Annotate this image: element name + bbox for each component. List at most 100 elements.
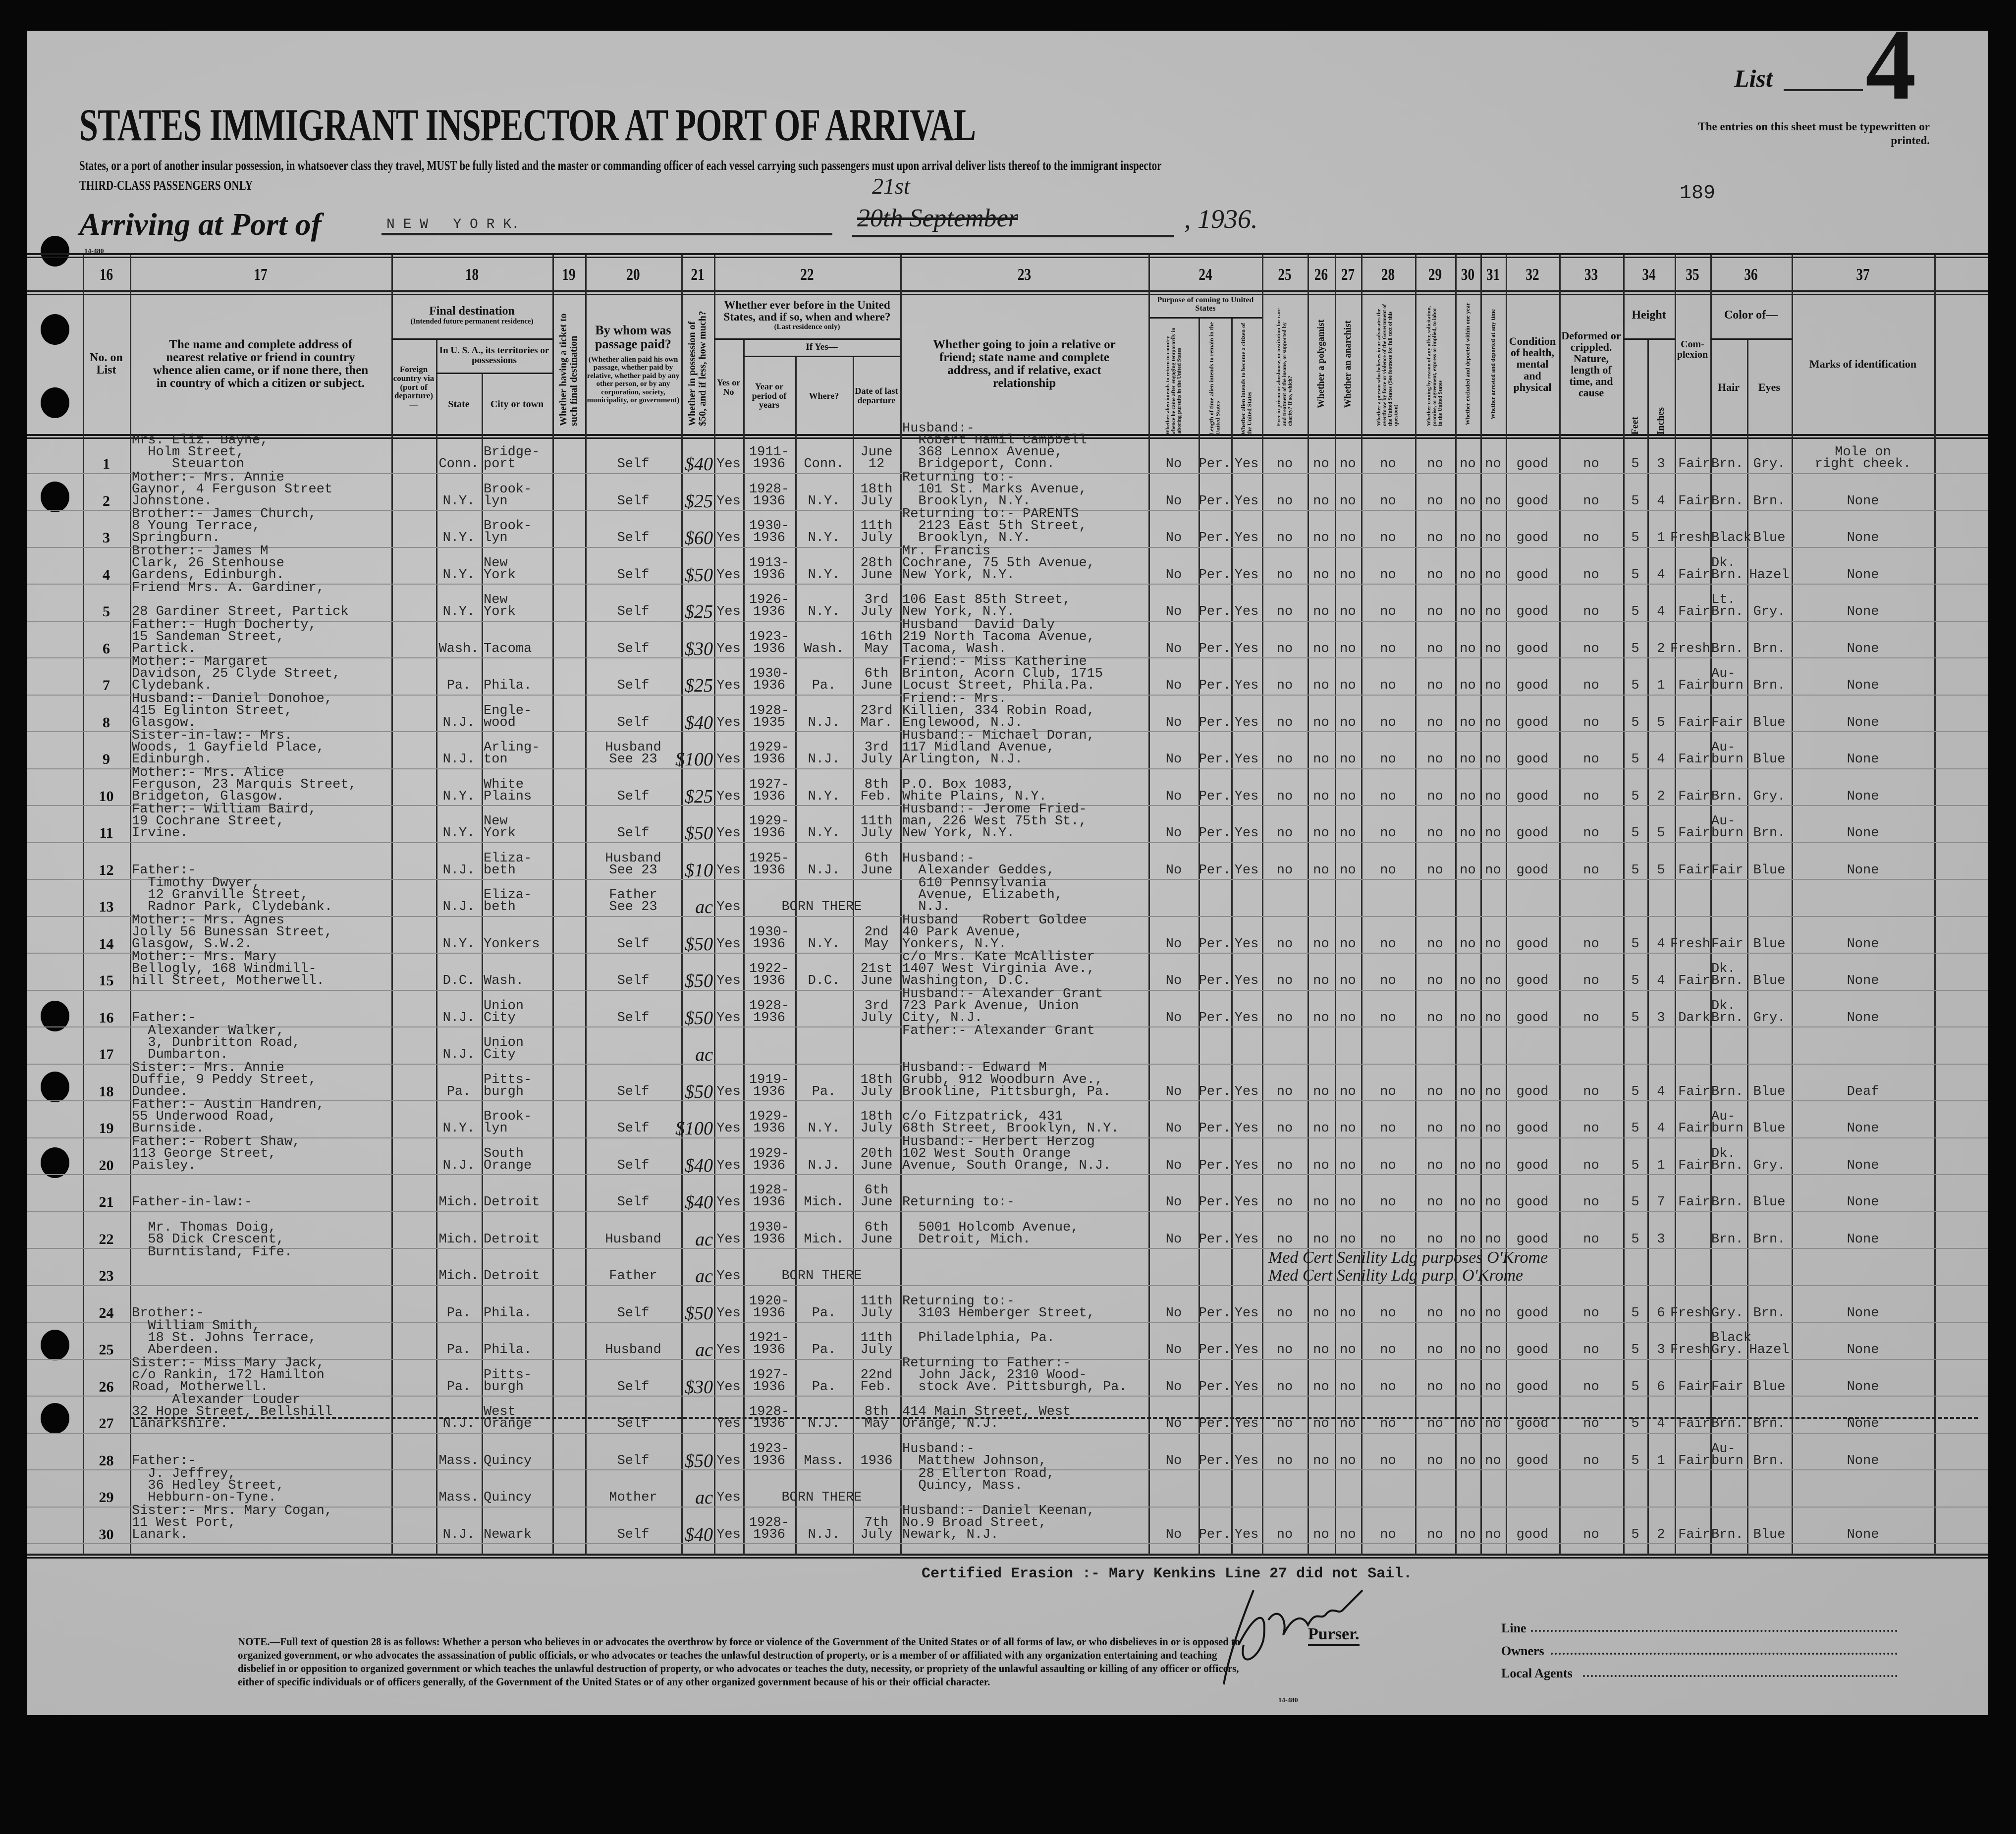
destination-state: N.Y. <box>442 1121 475 1136</box>
identification-marks-line: None <box>1847 1527 1879 1542</box>
column-divider <box>1335 255 1336 1556</box>
question-answer: no <box>1485 1084 1501 1099</box>
strikethrough-line <box>130 1417 1978 1419</box>
passage-paid-by-line: Mother <box>609 1490 657 1505</box>
money-amount: $100 <box>675 749 713 770</box>
years-in-us-line: 1930- <box>749 666 789 681</box>
header-purpose-c: Whether alien intends to become a citize… <box>1240 323 1253 435</box>
joining-relative-line: Robert Hamil Campbell <box>902 433 1087 448</box>
question-answer: no <box>1313 1084 1329 1099</box>
question-answer: no <box>1340 1011 1356 1025</box>
previous-residence: Conn. <box>804 457 844 472</box>
purser-label: Purser. <box>1308 1625 1360 1646</box>
column-number: 17 <box>254 266 268 284</box>
destination-city-line: City <box>484 1047 516 1062</box>
passage-paid-by: Husband See 23 <box>585 852 681 879</box>
table-row: 29 J. Jeffrey, 36 Hedley Street, Hebburn… <box>0 1467 2016 1508</box>
column-number: 34 <box>1642 266 1656 284</box>
question-answer: no <box>1276 568 1293 583</box>
joining-relative-line: Yonkers, N.Y. <box>902 937 1007 952</box>
last-departure-date-line: 3rd <box>864 999 889 1014</box>
identification-marks: None <box>1792 716 1934 732</box>
been-in-us: Yes <box>716 1121 741 1136</box>
last-departure-date-line: July <box>860 1306 893 1321</box>
column-divider <box>1559 255 1561 1556</box>
question-answer: no <box>1276 604 1293 619</box>
relative-address: J. Jeffrey, 36 Hedley Street, Hebburn-on… <box>130 1467 391 1507</box>
joining-relative-line: Husband David Daly <box>902 618 1055 633</box>
health-condition: good <box>1516 1416 1549 1431</box>
relative-address: Brother:- <box>130 1295 391 1322</box>
years-in-us-line: 1923- <box>749 1442 789 1456</box>
joining-relative-line: 368 Lennox Avenue, <box>902 445 1063 460</box>
identification-marks: None <box>1792 790 1934 806</box>
previous-residence: N.Y. <box>808 1121 840 1136</box>
column-divider <box>1647 338 1649 1556</box>
row-line <box>27 1026 1988 1027</box>
last-departure-date: 7th July <box>853 1516 900 1544</box>
hair-color-prefix: Dk. <box>1711 999 1736 1014</box>
identification-marks-line: None <box>1847 937 1879 952</box>
question-answer: no <box>1276 678 1293 693</box>
relative-address-line: Father:- <box>132 1011 196 1025</box>
purpose-answer: Yes <box>1234 1527 1259 1542</box>
joining-relative: Husband:- Robert Hamil Campbell 368 Lenn… <box>900 422 1148 473</box>
height-feet: 5 <box>1631 1084 1639 1099</box>
question-answer: no <box>1276 1380 1293 1395</box>
punch-hole <box>41 1072 69 1102</box>
last-departure-date: 6th June <box>853 1221 900 1248</box>
date-corrected: 21st <box>872 173 910 199</box>
question-answer: no <box>1340 973 1356 988</box>
joining-relative-line: Brookline, Pittsburgh, Pa. <box>902 1084 1111 1099</box>
hair-color-value: Brn. <box>1711 973 1744 988</box>
relative-address: Alexander Walker, 3, Dunbritton Road, Du… <box>130 1025 391 1064</box>
been-in-us: Yes <box>716 863 741 878</box>
purpose-answer: No <box>1165 568 1182 583</box>
purpose-answer: Per. <box>1199 678 1231 693</box>
health-condition: good <box>1516 1195 1549 1210</box>
question-answer: no <box>1313 826 1329 841</box>
purpose-answer: No <box>1165 531 1182 545</box>
eye-color: Brn. <box>1753 1232 1786 1247</box>
last-departure-date-line: 6th <box>864 1183 889 1198</box>
joining-relative-line: Brooklyn, N.Y. <box>902 531 1031 545</box>
form-instruction: States, or a port of another insular pos… <box>79 158 1162 173</box>
destination-city-line: Quincy <box>484 1490 532 1505</box>
joining-relative: Father:- Alexander Grant <box>900 1025 1148 1064</box>
table-row: 19 Father:- Austin Handren, 55 Underwood R… <box>0 1098 2016 1138</box>
question-answer: no <box>1380 715 1396 730</box>
identification-marks: None <box>1792 643 1934 658</box>
last-departure-date-line: June <box>860 863 893 878</box>
last-departure-date-line: July <box>860 604 893 619</box>
last-departure-date-line: July <box>860 1527 893 1542</box>
previous-residence: N.Y. <box>808 937 840 952</box>
handwritten-annotation: Med Cert Senility Ldg purposes O'Krome <box>1268 1248 1548 1267</box>
been-in-us: Yes <box>716 1269 741 1284</box>
final-destination-label: Final destination <box>429 304 515 318</box>
years-in-us-line: 1929- <box>749 1109 789 1124</box>
money-amount: $40 <box>685 712 713 733</box>
question-answer: no <box>1313 531 1329 545</box>
purpose-answer: No <box>1165 973 1182 988</box>
relative-address: Father-in-law:- <box>130 1173 391 1211</box>
last-departure-date: 18th July <box>853 1110 900 1137</box>
years-in-us-line: 1936 <box>753 1232 785 1247</box>
header-eyes: Eyes <box>1758 380 1780 393</box>
identification-marks: None <box>1792 753 1934 768</box>
header-subdivider <box>436 373 552 374</box>
row-number: 6 <box>103 641 110 657</box>
purpose-answer: Yes <box>1234 1195 1259 1210</box>
joining-relative-line: Philadelphia, Pa. <box>902 1331 1055 1346</box>
question-answer: no <box>1427 1232 1443 1247</box>
destination-city-line: York <box>484 826 516 841</box>
identification-marks-line: None <box>1847 1454 1879 1468</box>
relative-address-line: Mother:- Mrs. Alice <box>132 765 284 780</box>
years-in-us-line: 1936 <box>753 1084 785 1099</box>
question-answer: no <box>1276 826 1293 841</box>
header-feet: Feet <box>1630 417 1640 435</box>
column-number: 35 <box>1686 266 1699 284</box>
complexion: Fair <box>1678 1084 1710 1099</box>
question-answer: no <box>1313 1158 1329 1173</box>
passage-paid-by: Self <box>585 1381 681 1396</box>
joining-relative: Husband:- Michael Doran, 117 Midland Aven… <box>900 729 1148 768</box>
